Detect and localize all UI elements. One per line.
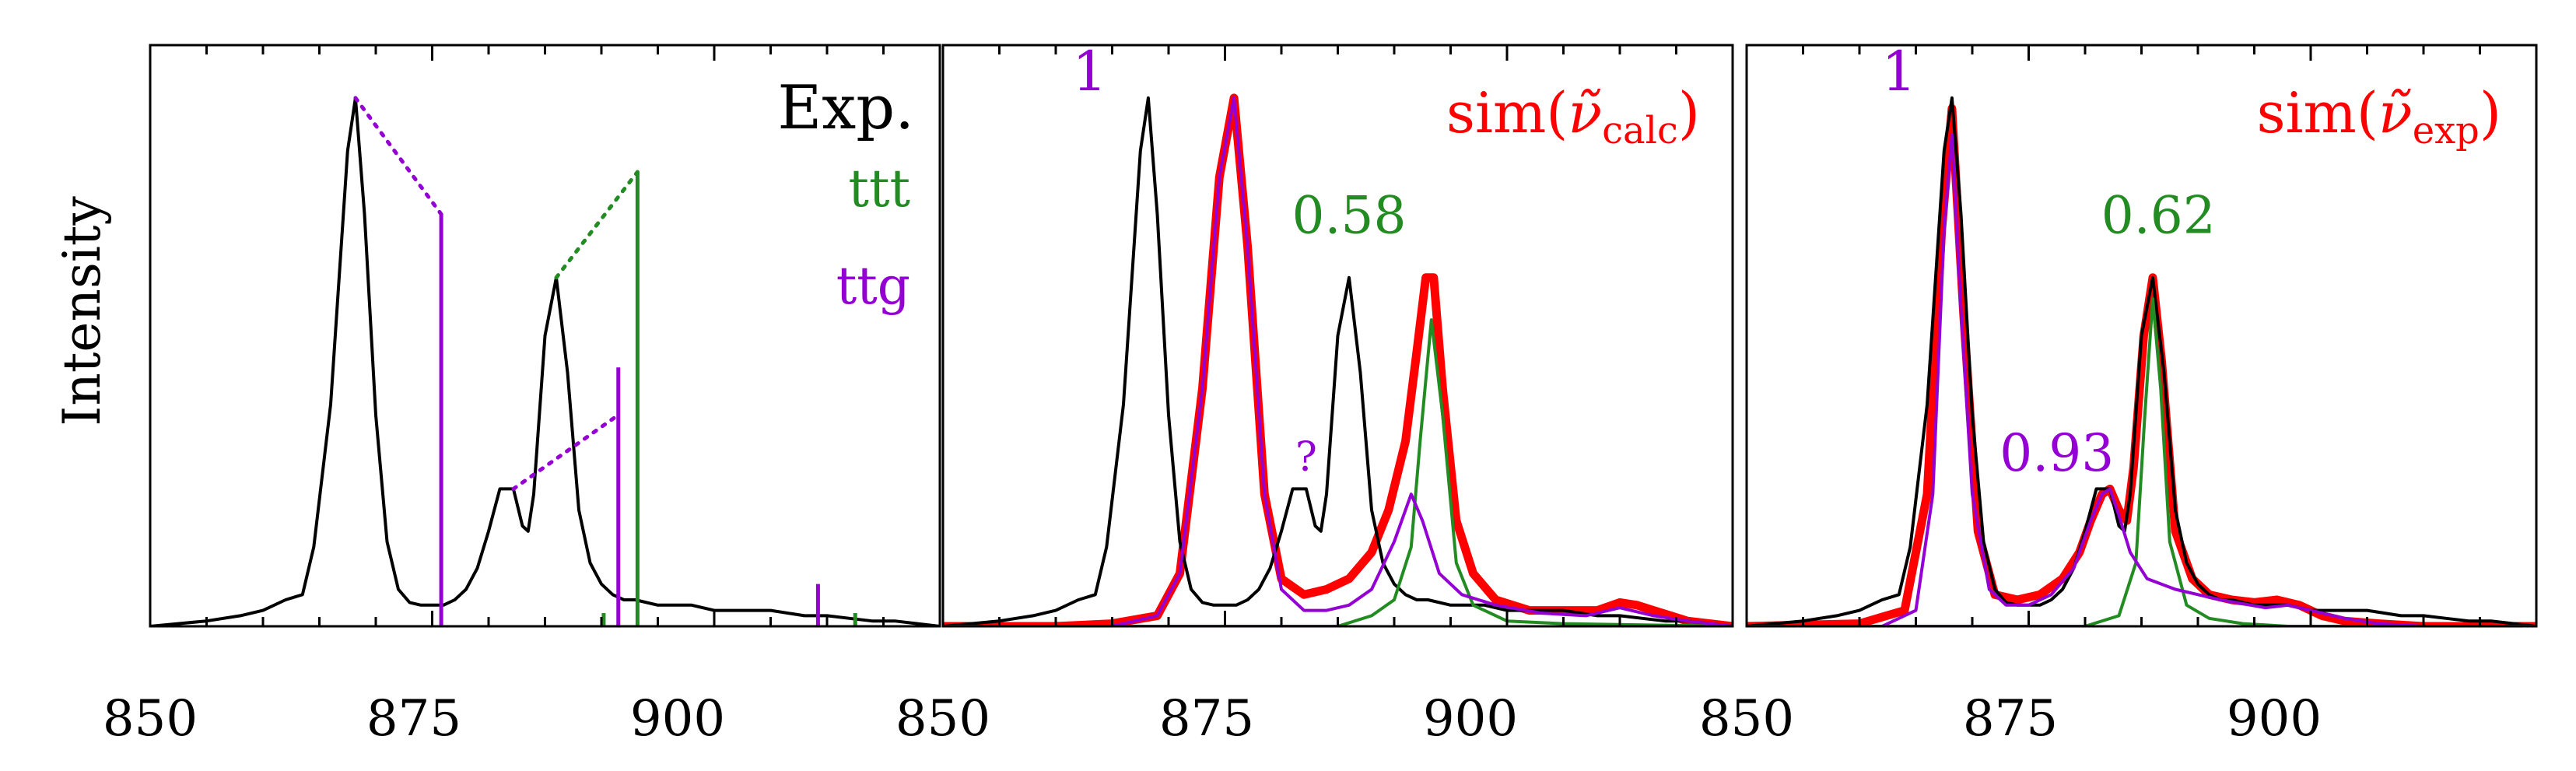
panel-middle-xtick-label-900: 900 [1423,690,1518,748]
panel-right-xtick-label-900: 900 [2227,690,2322,748]
panel-middle-x-ticks [941,45,1734,626]
panel-right-simulated-exp: 850 875 900 sim(ν̃exp) 1 0.62 0.93 [1699,40,2538,748]
panel-right-annotation-3: 0.93 [1999,423,2114,483]
panel-right-title: sim(ν̃exp) [2257,80,2501,152]
panel-middle-ttg-curve [943,96,1733,626]
panel-right-x-ticks [1745,45,2538,626]
panel-left-x-ticks [149,45,941,626]
panel-right-exp--curve [1747,96,2536,626]
legend-entry-ttt: ttt [848,159,910,219]
panel-middle-simulated-calc: 850 875 900 sim(ν̃calc) 1 0.58? [895,40,1734,748]
panel-middle-annotation-1: 1 [1072,40,1107,103]
panel-right-title-prefix: sim( [2257,80,2378,145]
panel-middle-sim-total-curve [943,93,1733,626]
panel-middle-title-suffix: ) [1678,80,1700,145]
panel-left-ttg-assignment-line-2 [511,412,621,491]
panel-right-annotations: 1 0.62 0.93 [1881,40,2215,483]
panel-middle-annotation-3: ? [1295,434,1317,481]
panel-left-ttt-assignment-line-1 [554,170,640,280]
panel-right-plot-area [1747,96,2536,626]
panel-right-title-var: ν̃ [2378,80,2413,145]
panel-middle-xtick-label-850: 850 [895,690,990,748]
panel-right-sim-total-curve [1747,104,2536,626]
panel-right-title-sub: exp [2413,109,2480,152]
panel-middle-title-sub: calc [1602,109,1678,152]
y-axis-label: Intensity [52,196,112,426]
panel-middle-annotations: 1 0.58? [1072,40,1406,481]
panel-right-xtick-label-850: 850 [1699,690,1794,748]
panel-left-plot-area [150,96,940,626]
panel-left-ttg-assignment-line-1 [353,96,443,216]
panel-middle-plot-area [943,93,1733,626]
panel-left-xtick-label-875: 875 [366,690,461,748]
panel-middle-title: sim(ν̃calc) [1446,80,1700,152]
panel-right-ttt-curve [1747,297,2536,626]
panel-middle-annotation-2: 0.58 [1292,185,1407,245]
panel-middle-xtick-label-875: 875 [1159,690,1254,748]
panel-left-xtick-label-850: 850 [103,690,198,748]
panel-right-ttg-curve [1747,133,2536,626]
legend-entry-exp: Exp. [777,73,914,143]
legend-entry-ttg: ttg [836,256,910,316]
panel-left-xtick-label-900: 900 [630,690,725,748]
panel-right-xtick-label-875: 875 [1963,690,2058,748]
panel-middle-title-var: ν̃ [1568,80,1602,145]
panel-right-annotation-1: 1 [1881,40,1916,103]
panel-right-title-suffix: ) [2480,80,2501,145]
panel-middle-title-prefix: sim( [1446,80,1568,145]
panel-middle-exp--curve [943,96,1733,626]
panel-right-annotation-2: 0.62 [2101,185,2216,245]
panel-left-experimental-vs-sticks: 850 875 900 Exp. ttt ttg [103,44,941,748]
panel-left-exp--curve [150,96,940,626]
